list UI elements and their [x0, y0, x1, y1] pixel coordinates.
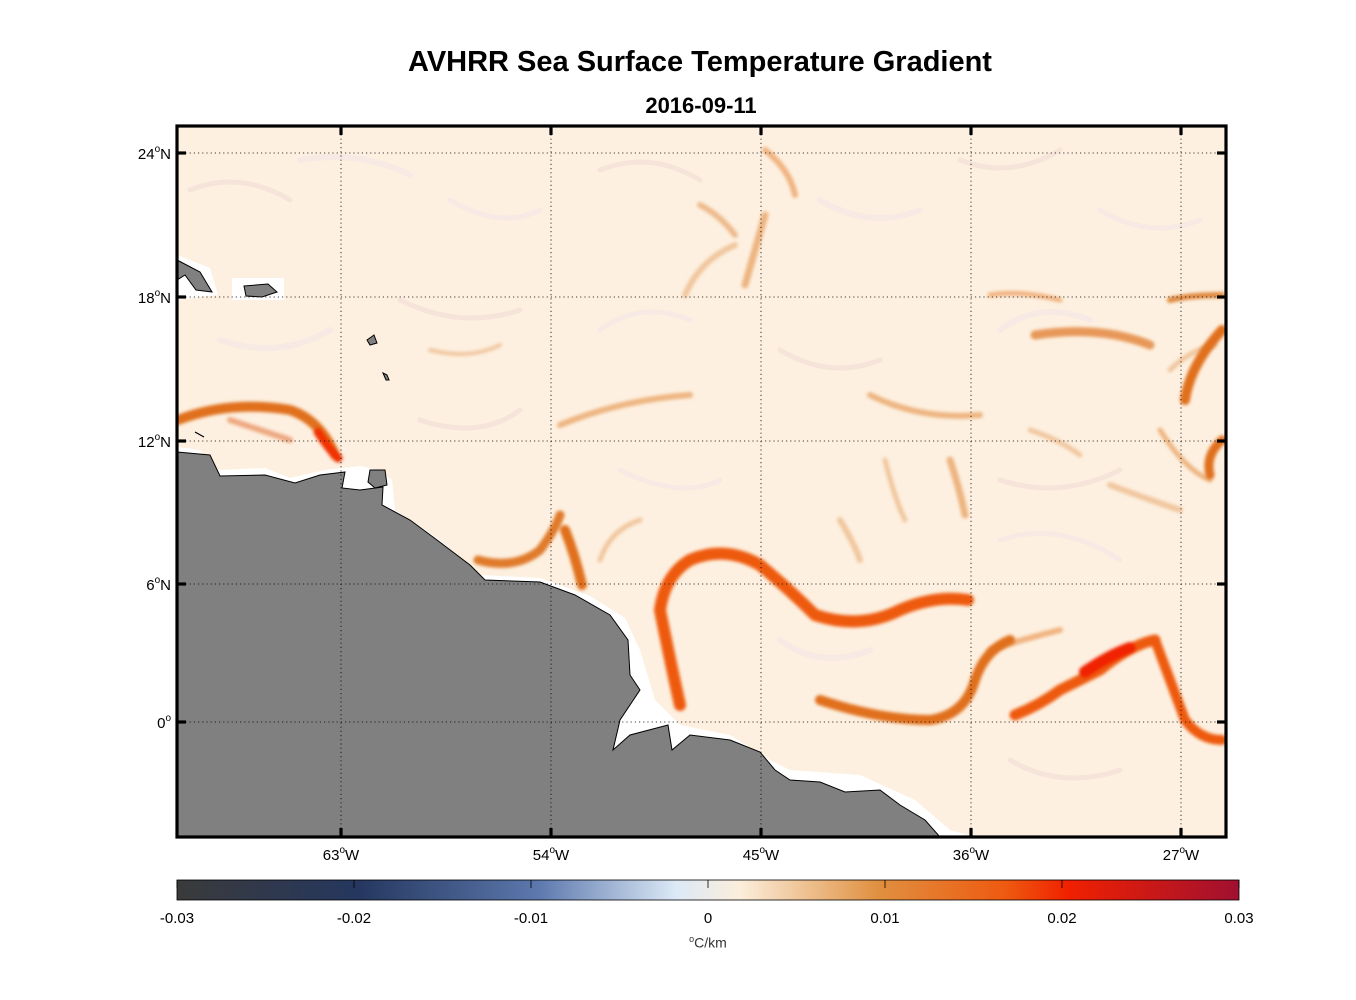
- lon-label: 54oW: [533, 845, 570, 864]
- lon-label: 36oW: [953, 845, 990, 864]
- lon-label: 63oW: [323, 845, 360, 864]
- land-island-puerto-rico: [243, 283, 278, 298]
- colorbar-tick-label: 0.02: [1047, 910, 1076, 927]
- latitude-labels: 24oN 18oN 12oN 6oN 0o: [138, 144, 172, 732]
- lon-label: 45oW: [743, 845, 780, 864]
- lat-label: 18oN: [138, 288, 171, 307]
- map-frame: [175, 124, 1228, 839]
- sst-texture: [187, 147, 1203, 781]
- map-subtitle: 2016-09-11: [645, 93, 757, 118]
- colorbar-tick-label: 0.01: [870, 910, 899, 927]
- colorbar-labels: -0.03 -0.02 -0.01 0 0.01 0.02 0.03: [160, 910, 1254, 927]
- land-island-tobago: [194, 431, 205, 438]
- weak-fronts: [227, 147, 1218, 653]
- land-south-america: [177, 451, 941, 837]
- map-title: AVHRR Sea Surface Temperature Gradient: [408, 46, 992, 78]
- map-frame-ticks: [177, 126, 1226, 837]
- land-island-martinique: [382, 371, 390, 381]
- colorbar-ticks: [176, 880, 1240, 888]
- lat-label: 0o: [157, 713, 171, 732]
- colorbar-tick-label: -0.01: [514, 910, 548, 927]
- lat-label: 6oN: [146, 575, 171, 594]
- colorbar-tick-label: -0.03: [160, 910, 194, 927]
- lat-label: 12oN: [138, 432, 171, 451]
- map-grid: [177, 126, 1226, 837]
- colorbar-unit: oC/km: [689, 934, 727, 951]
- lon-label: 27oW: [1163, 845, 1200, 864]
- colorbar-tick-label: -0.02: [337, 910, 371, 927]
- land-island-guadeloupe: [366, 334, 378, 346]
- longitude-labels: 63oW 54oW 45oW 36oW 27oW: [323, 845, 1200, 864]
- land-island-trinidad: [367, 469, 388, 489]
- colorbar-tick-label: 0: [704, 910, 712, 927]
- colorbar-tick-label: 0.03: [1224, 910, 1253, 927]
- land-island-hispaniola: [177, 259, 213, 293]
- lat-label: 24oN: [138, 144, 171, 163]
